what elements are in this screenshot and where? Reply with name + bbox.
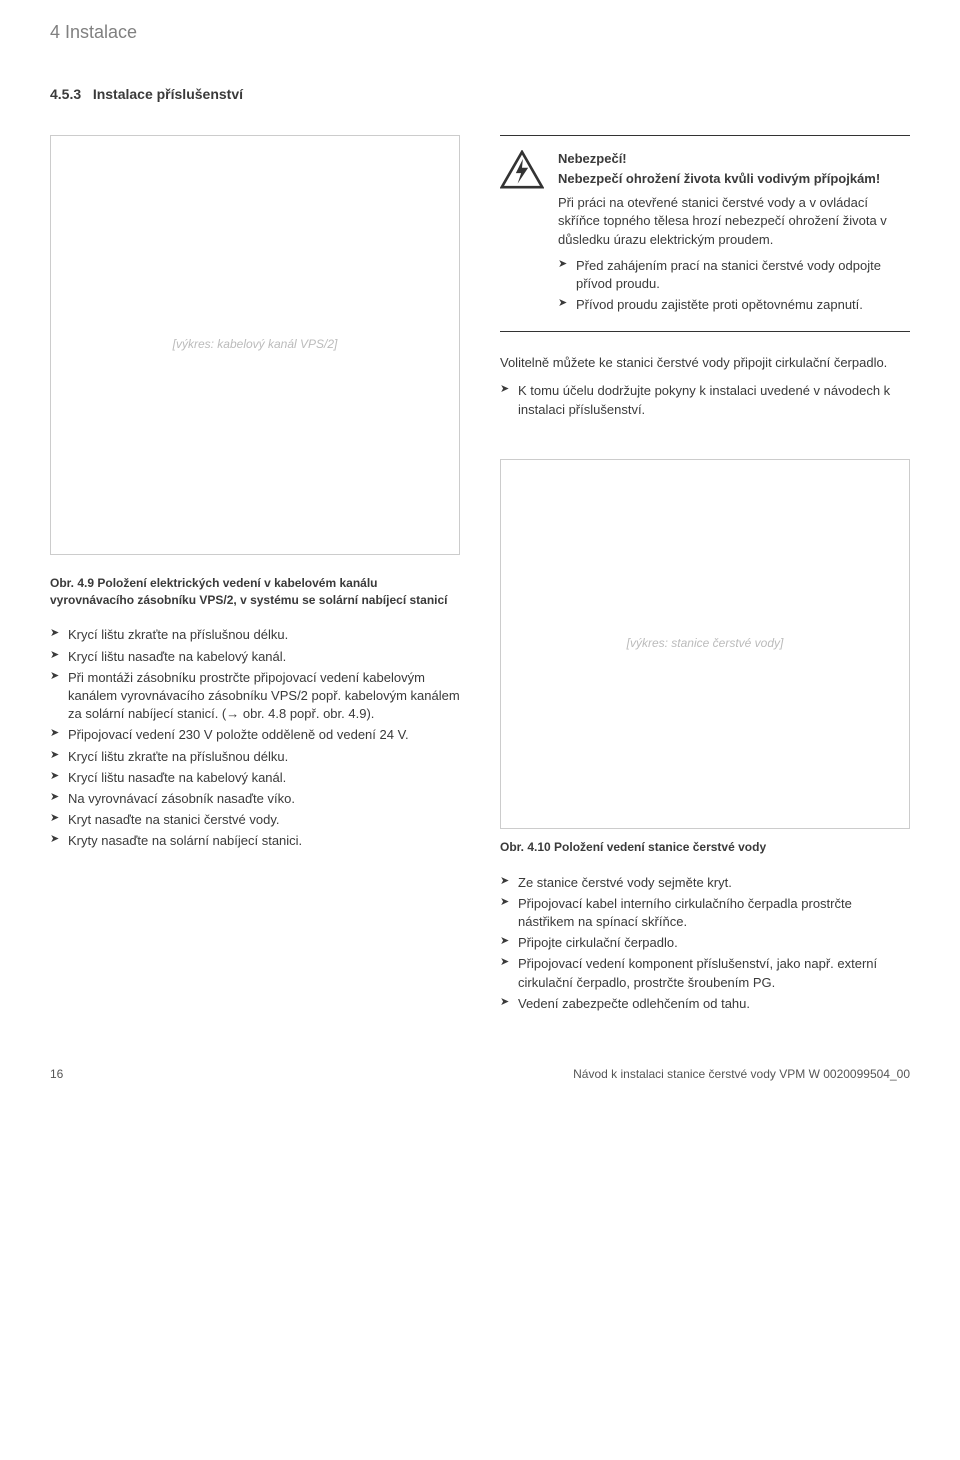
electrical-hazard-icon: [500, 150, 544, 318]
doc-id: Návod k instalaci stanice čerstvé vody V…: [573, 1066, 910, 1083]
list-item: Na vyrovnávací zásobník nasaďte víko.: [50, 790, 460, 808]
list-item: Připojte cirkulační čerpadlo.: [500, 934, 910, 952]
figure-placeholder-text: [výkres: kabelový kanál VPS/2]: [173, 336, 338, 353]
warning-list: Před zahájením prací na stanici čerstvé …: [558, 257, 910, 315]
warning-title: Nebezpečí!: [558, 150, 910, 168]
list-item: Krycí lištu nasaďte na kabelový kanál.: [50, 648, 460, 666]
section-number: 4.5.3: [50, 86, 81, 102]
section-title-text: Instalace příslušenství: [93, 86, 243, 102]
caption-label: Obr. 4.10: [500, 840, 554, 854]
right-instruction-list-1: K tomu účelu dodržujte pokyny k instalac…: [500, 382, 910, 418]
list-item: Připojovací kabel interního cirkulačního…: [500, 895, 910, 931]
list-item: Krycí lištu zkraťte na příslušnou délku.: [50, 748, 460, 766]
list-item: Přívod proudu zajistěte proti opětovnému…: [558, 296, 910, 314]
list-item: K tomu účelu dodržujte pokyny k instalac…: [500, 382, 910, 418]
list-item: Ze stanice čerstvé vody sejměte kryt.: [500, 874, 910, 892]
right-column: Nebezpečí! Nebezpečí ohrožení života kvů…: [500, 135, 910, 1016]
figure-placeholder-text: [výkres: stanice čerstvé vody]: [627, 635, 784, 652]
warning-text: Nebezpečí! Nebezpečí ohrožení života kvů…: [558, 150, 910, 318]
optional-pump-paragraph: Volitelně můžete ke stanici čerstvé vody…: [500, 354, 910, 372]
caption-text: Položení elektrických vedení v kabelovém…: [50, 576, 448, 607]
left-column: [výkres: kabelový kanál VPS/2] Obr. 4.9 …: [50, 135, 460, 1016]
figure-4-9-caption: Obr. 4.9 Položení elektrických vedení v …: [50, 575, 460, 609]
caption-text: Položení vedení stanice čerstvé vody: [554, 840, 766, 854]
left-instruction-list: Krycí lištu zkraťte na příslušnou délku.…: [50, 626, 460, 850]
running-header: 4 Instalace: [50, 20, 910, 45]
warning-box: Nebezpečí! Nebezpečí ohrožení života kvů…: [500, 135, 910, 333]
list-item: Vedení zabezpečte odlehčením od tahu.: [500, 995, 910, 1013]
page-footer: 16 Návod k instalaci stanice čerstvé vod…: [50, 1066, 910, 1083]
figure-4-10: [výkres: stanice čerstvé vody]: [500, 459, 910, 829]
figure-4-9: [výkres: kabelový kanál VPS/2]: [50, 135, 460, 555]
right-instruction-list-2: Ze stanice čerstvé vody sejměte kryt. Př…: [500, 874, 910, 1013]
list-item: Krycí lištu zkraťte na příslušnou délku.: [50, 626, 460, 644]
warning-subtitle: Nebezpečí ohrožení života kvůli vodivým …: [558, 170, 910, 188]
list-item: Před zahájením prací na stanici čerstvé …: [558, 257, 910, 293]
figure-4-10-caption: Obr. 4.10 Položení vedení stanice čerstv…: [500, 839, 910, 856]
list-item: Připojovací vedení komponent příslušenst…: [500, 955, 910, 991]
warning-body: Při práci na otevřené stanici čerstvé vo…: [558, 194, 910, 249]
list-item: Kryt nasaďte na stanici čerstvé vody.: [50, 811, 460, 829]
caption-label: Obr. 4.9: [50, 576, 97, 590]
list-item: Při montáži zásobníku prostrčte připojov…: [50, 669, 460, 724]
list-item: Kryty nasaďte na solární nabíjecí stanic…: [50, 832, 460, 850]
section-heading: 4.5.3 Instalace příslušenství: [50, 85, 910, 105]
list-item: Krycí lištu nasaďte na kabelový kanál.: [50, 769, 460, 787]
list-item: Připojovací vedení 230 V položte oddělen…: [50, 726, 460, 744]
page-number: 16: [50, 1066, 63, 1083]
